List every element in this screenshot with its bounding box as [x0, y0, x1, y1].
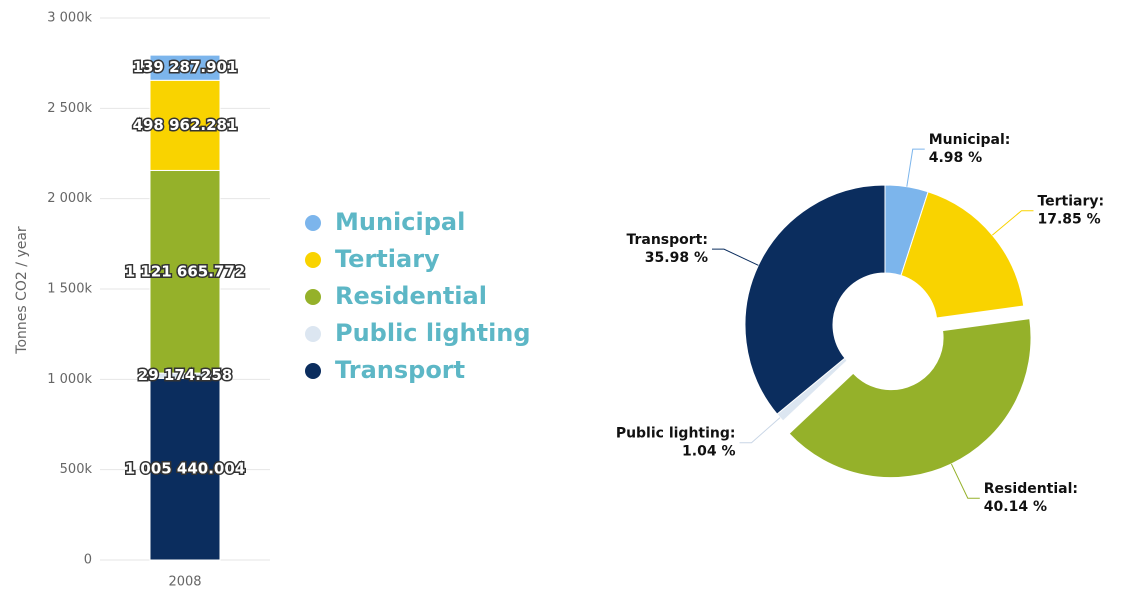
connector [739, 417, 781, 444]
y-axis-title: Tonnes CO2 / year [14, 226, 30, 355]
y-tick-label: 1 500k [47, 282, 92, 297]
legend-label: Residential [335, 282, 487, 310]
data-label: 29 174.258 [138, 366, 232, 384]
bar-segment [149, 79, 221, 171]
y-tick-label: 1 000k [47, 372, 92, 387]
slice-value-label: 40.14 % [984, 499, 1047, 515]
slice-label: Municipal: [929, 132, 1011, 148]
legend-marker [305, 326, 321, 342]
connector [711, 248, 759, 266]
bar-segment [149, 54, 221, 81]
data-label: 1 121 665.772 [125, 262, 246, 280]
bar-segment [149, 377, 221, 561]
data-label: 139 287.901 [133, 58, 238, 76]
connector [950, 463, 980, 499]
legend-label: Municipal [335, 208, 465, 236]
connector [906, 148, 925, 187]
slice-value-label: 35.98 % [645, 250, 708, 266]
slice-label: Public lighting: [616, 426, 736, 442]
slice-value-label: 17.85 % [1037, 212, 1100, 228]
legend-marker [305, 252, 321, 268]
connector [992, 210, 1034, 236]
slice-value-label: 1.04 % [682, 444, 735, 460]
y-tick-label: 3 000k [47, 11, 92, 26]
legend-marker [305, 289, 321, 305]
legend-label: Public lighting [335, 319, 531, 347]
slice-label: Residential: [984, 481, 1078, 497]
donut-slice [744, 184, 886, 415]
legend-marker [305, 215, 321, 231]
x-tick-label: 2008 [168, 575, 201, 590]
legend-label: Transport [335, 356, 465, 384]
y-tick-label: 0 [84, 553, 92, 568]
donut-slice [900, 191, 1025, 319]
slice-value-label: 4.98 % [929, 150, 982, 166]
y-tick-label: 2 000k [47, 191, 92, 206]
data-label: 1 005 440.004 [125, 460, 246, 478]
legend-label: Tertiary [335, 245, 440, 273]
legend-marker [305, 363, 321, 379]
y-tick-label: 500k [60, 462, 93, 477]
slice-label: Tertiary: [1037, 194, 1104, 210]
slice-label: Transport: [626, 232, 708, 248]
data-label: 498 962.281 [133, 116, 238, 134]
donut-slice [788, 318, 1032, 479]
y-tick-label: 2 500k [47, 101, 92, 116]
bar-segment [149, 169, 221, 374]
